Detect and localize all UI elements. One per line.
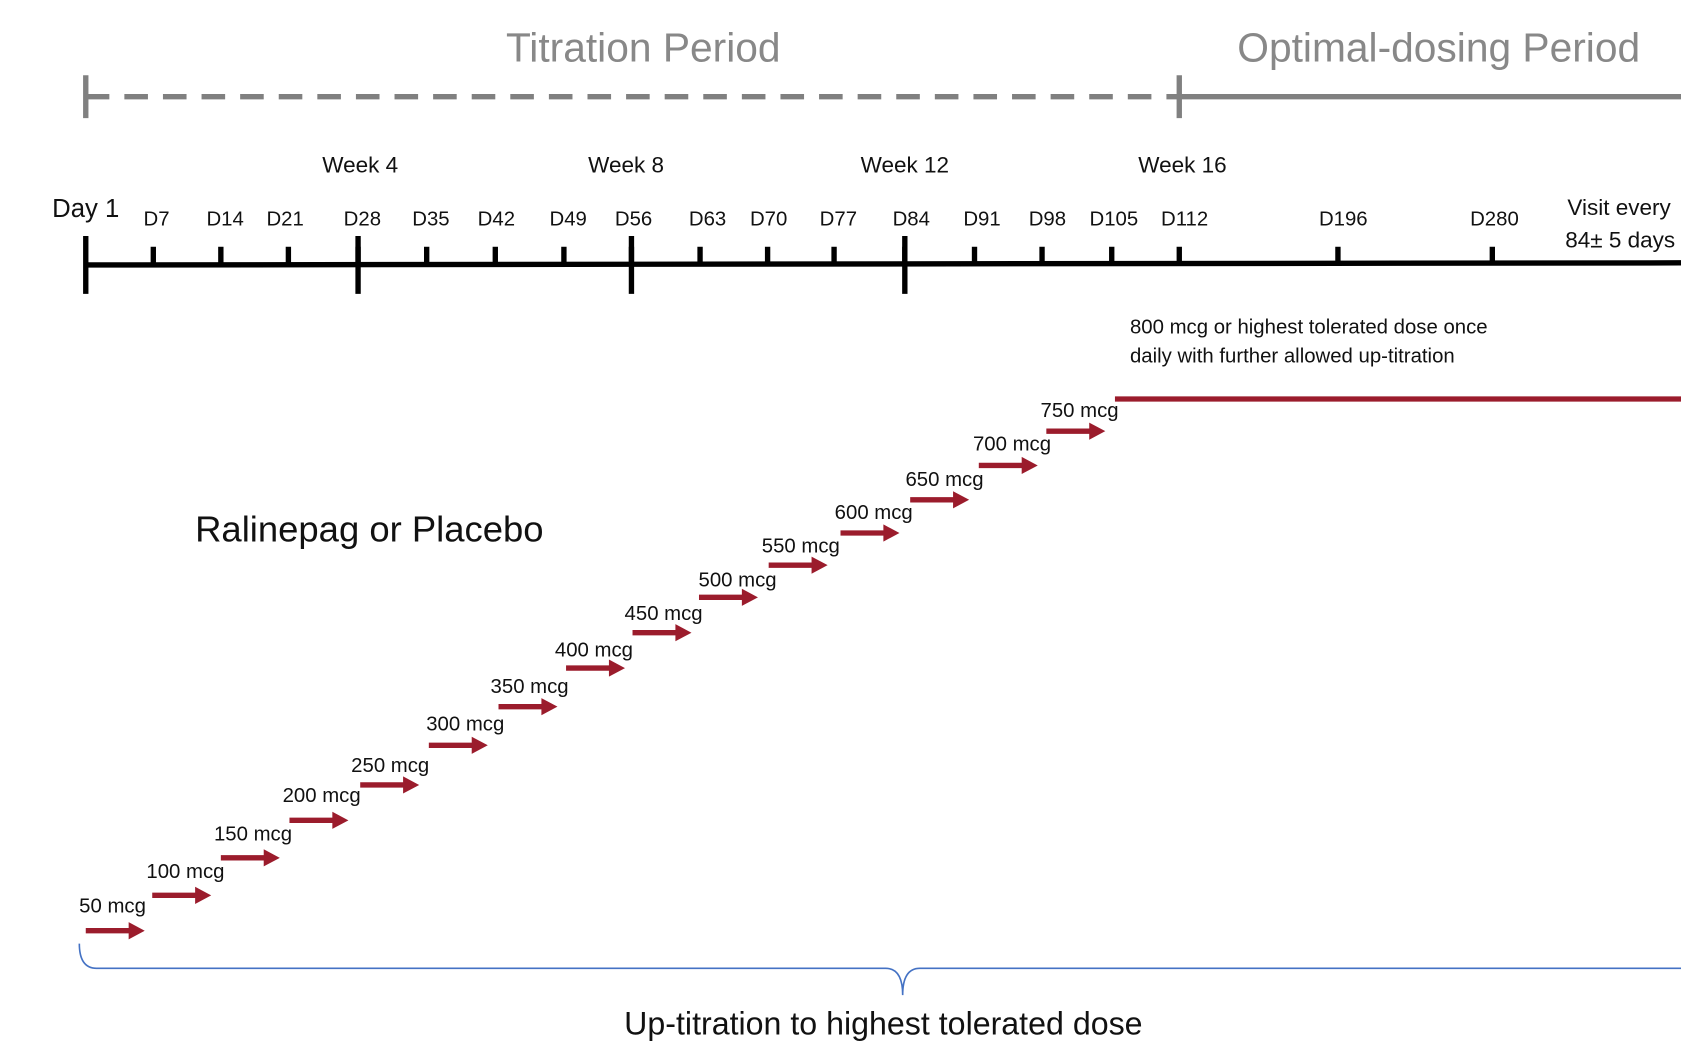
day-label: D98 (1029, 208, 1066, 230)
brace-label: Up-titration to highest tolerated dose (624, 1006, 1142, 1042)
week-label: Week 16 (1138, 152, 1226, 177)
optimal-note: 800 mcg or highest tolerated dose once (1130, 317, 1488, 339)
dose-label: 600 mcg (835, 502, 913, 524)
arrow-head (675, 624, 692, 642)
arrow-head (811, 556, 828, 574)
day-label: D28 (344, 208, 381, 230)
dose-label: 750 mcg (1041, 400, 1119, 422)
arrow-head (608, 659, 626, 677)
day-label: D35 (412, 208, 449, 230)
day-label: D63 (689, 208, 726, 230)
arrow-head (403, 776, 420, 794)
dose-label: 350 mcg (491, 676, 569, 698)
arrow-head (332, 811, 349, 829)
week-label: Week 8 (588, 152, 664, 177)
titration-title: Titration Period (506, 24, 781, 70)
day-label: D280 (1470, 208, 1519, 230)
arrow-head (1089, 422, 1106, 440)
dose-label: 550 mcg (762, 535, 840, 557)
dose-label: 400 mcg (555, 639, 633, 661)
arrow-head (1021, 456, 1038, 475)
treatment-label: Ralinepag or Placebo (195, 509, 543, 550)
dose-label: 450 mcg (625, 603, 703, 625)
day-label: D42 (478, 208, 515, 230)
arrow-head (953, 491, 970, 509)
brace (78, 943, 1681, 996)
dose-label: 250 mcg (351, 755, 429, 777)
dose-label: 200 mcg (283, 785, 361, 807)
start-label: Day 1 (52, 195, 119, 223)
arrow-head (541, 698, 558, 716)
arrow-head (471, 736, 488, 754)
day-label: D14 (206, 208, 243, 230)
week-label: Week 4 (322, 152, 398, 177)
day-label: D91 (963, 208, 1000, 230)
day-label: D7 (144, 208, 170, 230)
dose-label: 150 mcg (214, 824, 292, 846)
day-label: D21 (266, 208, 303, 230)
arrow-head (263, 849, 280, 867)
day-label: D70 (750, 208, 787, 230)
dose-label: 300 mcg (426, 713, 504, 735)
visit-note: 84± 5 days (1565, 227, 1675, 252)
optimal-note: daily with further allowed up-titration (1130, 346, 1455, 368)
day-label: D84 (893, 208, 930, 230)
day-label: D56 (615, 208, 652, 230)
day-label: D196 (1319, 208, 1368, 230)
arrow-head (195, 886, 212, 904)
dose-label: 100 mcg (146, 861, 224, 883)
arrow-head (741, 588, 758, 606)
dose-label: 650 mcg (905, 469, 983, 491)
optimal-title: Optimal-dosing Period (1237, 24, 1640, 70)
day-label: D49 (550, 208, 587, 230)
dose-label: 700 mcg (973, 433, 1051, 455)
day-label: D77 (820, 208, 857, 230)
arrow-head (883, 524, 900, 542)
day-label: D105 (1090, 208, 1139, 230)
visit-note: Visit every (1567, 195, 1671, 220)
dose-label: 50 mcg (79, 896, 146, 918)
timeline-axis (85, 260, 1681, 268)
day-label: D112 (1161, 208, 1208, 230)
week-label: Week 12 (861, 152, 949, 177)
dose-label: 500 mcg (699, 570, 777, 592)
arrow-head (128, 922, 145, 940)
